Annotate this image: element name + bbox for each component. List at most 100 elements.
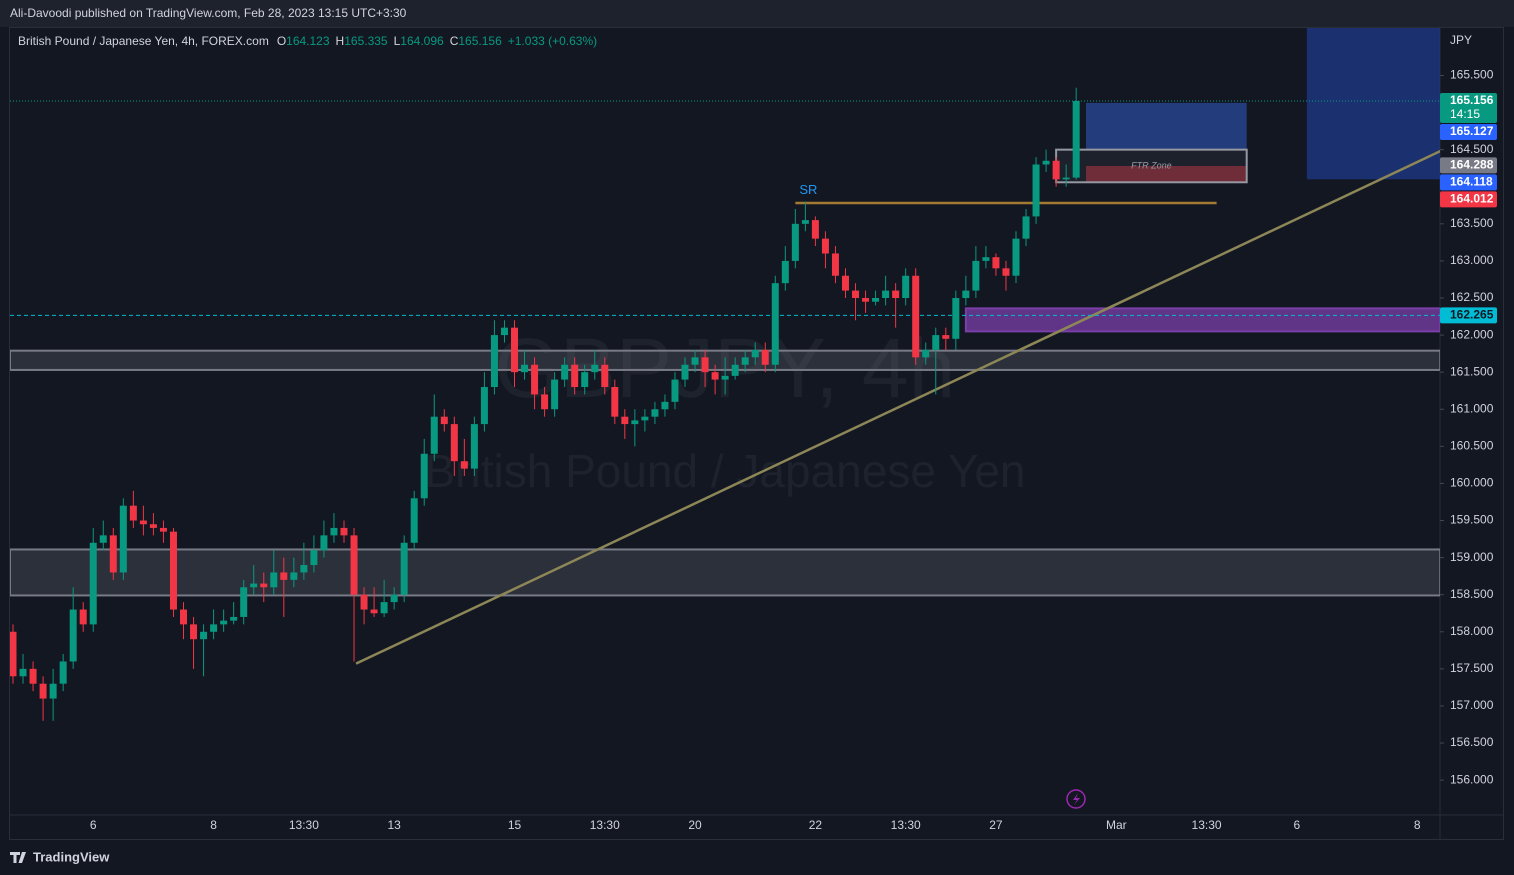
candle-body <box>821 238 829 254</box>
currency: JPY <box>1450 33 1472 47</box>
candle-body <box>972 260 980 291</box>
price-label-bg <box>1440 157 1497 174</box>
x-tick-label: 8 <box>1414 818 1421 832</box>
candle-body <box>129 505 137 521</box>
candle-body <box>711 372 719 380</box>
candle-body <box>49 683 57 699</box>
candle-body <box>962 290 970 298</box>
x-tick-label: 13:30 <box>289 818 319 832</box>
drawing-rect <box>10 548 1440 597</box>
price-label: 164.012 <box>1450 192 1494 206</box>
candle-body <box>681 364 689 380</box>
candle-body <box>320 535 328 551</box>
candle-body <box>591 364 599 373</box>
candle-body <box>270 572 278 588</box>
x-tick-label: 6 <box>90 818 97 832</box>
candle-body <box>400 542 408 595</box>
candle-body <box>761 349 769 365</box>
candle-body <box>220 620 228 625</box>
candle-body <box>1022 216 1030 239</box>
y-tick-label: 156.500 <box>1450 735 1494 749</box>
event-icon-bolt <box>1073 793 1080 805</box>
candle-body <box>29 668 37 684</box>
candle-body <box>932 335 940 350</box>
y-tick-label: 161.500 <box>1450 364 1494 378</box>
y-tick-label: 157.000 <box>1450 698 1494 712</box>
candle-body <box>10 631 17 677</box>
candle-body <box>581 372 589 388</box>
x-tick-label: 20 <box>688 818 702 832</box>
candle-body <box>912 275 920 358</box>
drawing-rect <box>1086 165 1247 183</box>
drawing-rect <box>964 307 1440 333</box>
y-tick-label: 161.000 <box>1450 401 1494 415</box>
price-label: 164.288 <box>1450 158 1494 172</box>
candle-body <box>440 416 448 425</box>
candle-body <box>721 375 729 380</box>
candle-body <box>952 297 960 339</box>
candle-body <box>360 594 368 610</box>
candle-body <box>992 257 1000 269</box>
candle-body <box>300 565 308 573</box>
price-label: 165.156 <box>1450 93 1494 107</box>
candle-body <box>99 535 107 543</box>
candle-body <box>691 357 699 365</box>
candle-body <box>340 527 348 536</box>
candle-body <box>169 531 177 610</box>
candle-body <box>1062 177 1070 180</box>
legend-change: +1.033 (+0.63%) <box>508 34 597 48</box>
candle-body <box>892 290 900 298</box>
event-icon[interactable] <box>1066 789 1086 809</box>
y-tick-label: 159.000 <box>1450 550 1494 564</box>
candle-body <box>470 424 478 469</box>
candle-body <box>390 594 398 603</box>
y-tick-label: 163.500 <box>1450 216 1494 230</box>
candle-body <box>159 527 167 532</box>
candle-body <box>1032 164 1040 217</box>
candle-body <box>611 387 619 417</box>
candle-body <box>922 349 930 358</box>
countdown: 14:15 <box>1450 107 1480 121</box>
y-tick-label: 160.000 <box>1450 476 1494 490</box>
candle-body <box>490 335 498 388</box>
x-tick-label: 22 <box>809 818 823 832</box>
legend-letter: C <box>450 34 459 48</box>
price-label-bg <box>1440 92 1497 123</box>
candle-body <box>180 609 188 625</box>
candle-body <box>480 387 488 425</box>
legend-letter: H <box>336 34 345 48</box>
candle-body <box>551 379 559 410</box>
x-tick-label: 13 <box>387 818 401 832</box>
candle-body <box>1002 268 1010 276</box>
price-label-bg <box>1440 174 1497 191</box>
price-label: 165.127 <box>1450 124 1494 138</box>
x-tick-label: 8 <box>210 818 217 832</box>
x-tick-label: 13:30 <box>1192 818 1222 832</box>
candle-body <box>641 416 649 421</box>
candle-body <box>541 394 549 410</box>
candle-body <box>190 624 198 640</box>
candle-body <box>59 661 67 684</box>
x-tick-label: Mar <box>1106 818 1127 832</box>
candle-body <box>841 275 849 291</box>
candle-body <box>902 275 910 298</box>
y-tick-label: 156.000 <box>1450 772 1494 786</box>
candle-body <box>882 290 890 298</box>
candle-body <box>250 583 258 588</box>
candle-body <box>511 327 518 373</box>
y-tick-label: 158.500 <box>1450 587 1494 601</box>
candle-body <box>1072 100 1080 178</box>
candle-body <box>872 297 880 302</box>
candle-body <box>410 498 418 543</box>
candle-body <box>240 587 248 617</box>
candle-body <box>982 257 990 261</box>
candle-body <box>771 283 779 365</box>
candle-body <box>109 535 117 573</box>
candle-body <box>781 260 789 284</box>
legend-value: 164.123 <box>286 34 330 48</box>
candle-body <box>751 349 759 358</box>
annotation: SR <box>799 182 817 197</box>
y-tick-label: 165.500 <box>1450 68 1494 82</box>
